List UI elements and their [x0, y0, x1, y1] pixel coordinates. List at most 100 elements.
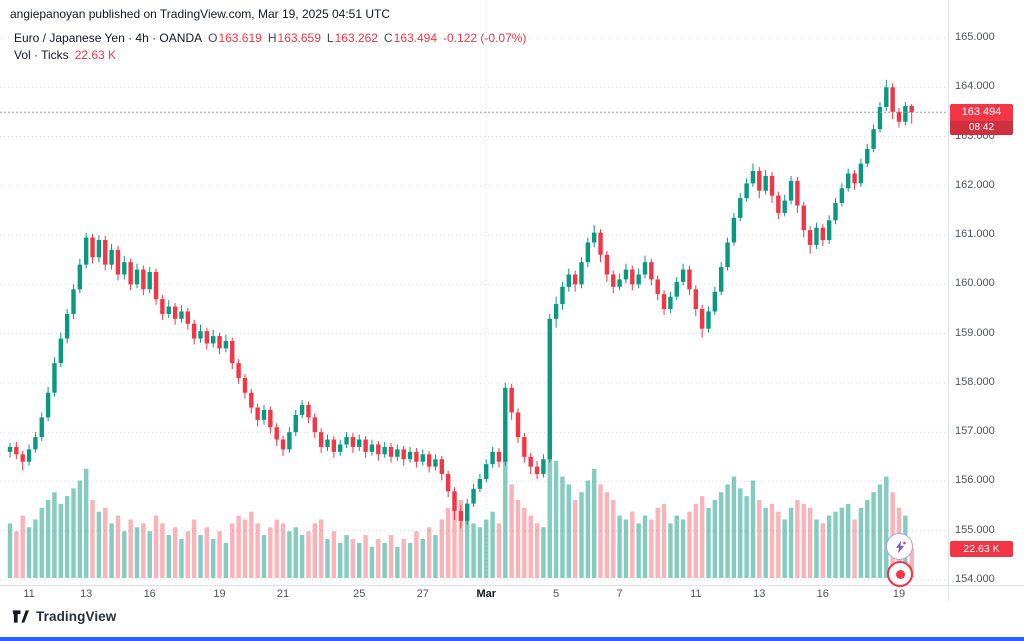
volume-bar	[871, 492, 876, 578]
candle-body	[884, 87, 889, 107]
volume-bar	[280, 523, 286, 578]
candle-body	[566, 274, 571, 287]
volume-bar	[744, 496, 749, 578]
price-scale-label: 165.000	[955, 31, 995, 43]
volume-bar	[147, 531, 152, 578]
candle-body	[128, 262, 133, 285]
candle-body	[439, 459, 444, 475]
volume-bar	[350, 539, 356, 578]
candle-body	[363, 439, 368, 452]
volume-bar	[572, 500, 578, 578]
candle-body	[401, 449, 406, 460]
volume-bar	[604, 492, 610, 578]
volume-bar	[636, 523, 641, 578]
candle-body	[452, 491, 457, 511]
volume-bar	[782, 519, 787, 578]
volume-bar	[185, 531, 190, 578]
candle-body	[198, 331, 203, 339]
candle-body	[312, 417, 317, 433]
candle-body	[77, 264, 83, 290]
volume-bar	[503, 461, 508, 578]
candle-body	[369, 444, 375, 452]
candle-body	[846, 173, 851, 189]
candle-body	[179, 311, 184, 319]
candle-body	[26, 449, 32, 462]
volume-bar	[642, 515, 648, 578]
candle-body	[71, 289, 76, 314]
volume-bar	[160, 523, 165, 578]
candle-body	[407, 451, 413, 460]
candle-body	[750, 171, 756, 184]
candle-body	[242, 377, 248, 393]
candle-body	[39, 417, 44, 438]
candle-body	[776, 195, 781, 213]
volume-bar	[7, 523, 13, 578]
volume-legend: Vol · Ticks 22.63 K	[14, 48, 116, 62]
low-value: 163.262	[334, 31, 378, 45]
candle-body	[890, 87, 895, 112]
volume-bar	[134, 527, 140, 578]
candle-body	[617, 279, 622, 287]
candle-body	[376, 444, 381, 455]
candle-body	[833, 203, 838, 221]
footer-bar: TradingView	[0, 601, 1024, 637]
time-scale-label: 13	[753, 588, 766, 600]
volume-bar	[763, 507, 768, 578]
candle-body	[280, 439, 286, 450]
volume-bar	[687, 511, 692, 578]
candle-body	[211, 336, 216, 344]
candle-body	[896, 111, 902, 122]
volume-bar	[738, 488, 743, 578]
bar-countdown: 08:42	[950, 121, 1013, 136]
volume-bar	[407, 542, 413, 578]
candle-body	[852, 173, 857, 184]
volume-bar	[611, 500, 616, 578]
candle-body	[484, 464, 489, 479]
flash-button[interactable]	[886, 533, 913, 560]
candle-body	[191, 323, 197, 339]
ohlc-low: L 163.262	[327, 31, 378, 45]
last-price-value: 163.494	[950, 104, 1013, 122]
candle-body	[465, 503, 470, 521]
volume-bar	[649, 519, 654, 578]
volume-bar	[547, 435, 552, 578]
volume-bar	[331, 531, 337, 578]
volume-bar	[166, 535, 171, 578]
symbol-title[interactable]: Euro / Japanese Yen · 4h · OANDA	[14, 31, 203, 45]
close-value: 163.494	[393, 31, 438, 45]
candle-body	[719, 267, 724, 292]
volume-bar	[846, 503, 851, 578]
tradingview-logo[interactable]: TradingView	[12, 609, 116, 624]
volume-bar	[45, 500, 51, 578]
candle-body	[693, 289, 698, 309]
volume-bar	[712, 500, 718, 578]
candle-body	[217, 336, 222, 349]
candle-body	[230, 341, 235, 364]
volume-bar	[668, 523, 673, 578]
time-scale[interactable]: 11 13 16 19 21 25 27 Mar 5 7 11 13 16 19	[0, 586, 1024, 601]
candle-body	[871, 129, 876, 149]
candle-body	[547, 318, 552, 460]
price-scale[interactable]: 165.000 164.000 163.000 162.000 161.000 160.0…	[948, 0, 1024, 585]
volume-bar	[306, 531, 311, 578]
volume-bar	[299, 535, 305, 578]
candle-body	[160, 299, 165, 314]
candle-body	[509, 387, 514, 413]
candle-body	[503, 387, 508, 462]
volume-bar	[268, 527, 273, 578]
candle-body	[14, 446, 19, 455]
volume-bar	[230, 523, 235, 578]
volume-bar	[693, 503, 698, 578]
volume-bar	[496, 523, 502, 578]
candle-body	[585, 242, 591, 263]
candle-body	[592, 232, 597, 243]
volume-bar	[204, 527, 210, 578]
candle-body	[560, 286, 565, 305]
candle-body	[642, 262, 648, 275]
volume-study-value: 22.63 K	[74, 48, 117, 62]
volume-bar	[363, 535, 368, 578]
volume-study-label[interactable]: Vol · Ticks	[14, 48, 69, 62]
candle-body	[255, 407, 260, 420]
record-button[interactable]	[887, 561, 913, 587]
